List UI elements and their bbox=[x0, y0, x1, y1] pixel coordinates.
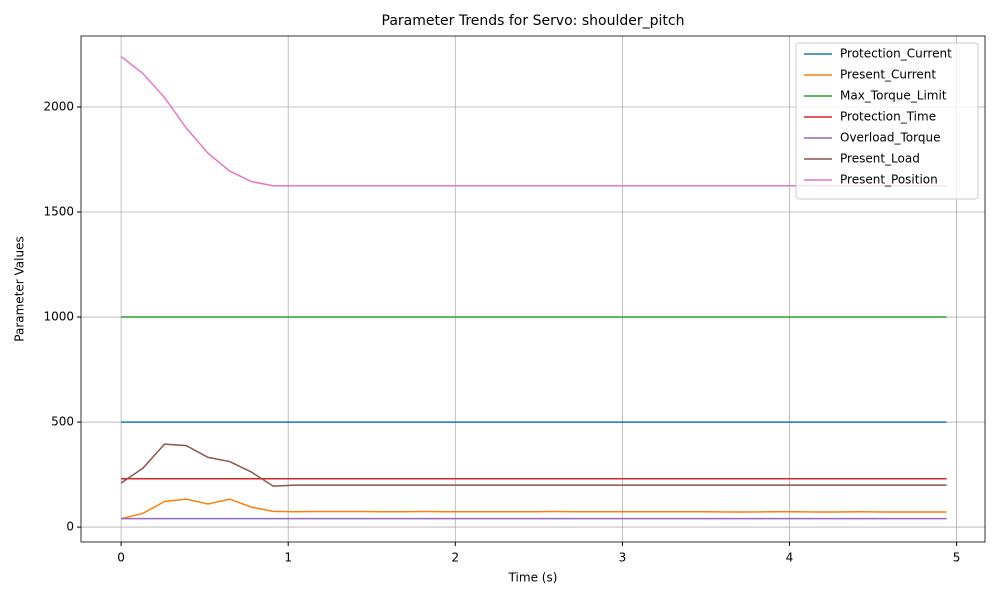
legend-label: Present_Current bbox=[840, 68, 936, 82]
plot-frame bbox=[80, 35, 986, 543]
series-line bbox=[120, 443, 947, 487]
x-axis-label: Time (s) bbox=[508, 571, 558, 585]
x-tick-label: 2 bbox=[451, 551, 459, 565]
legend-label: Protection_Time bbox=[840, 110, 936, 124]
x-tick-label: 5 bbox=[953, 551, 961, 565]
x-tick-label: 4 bbox=[786, 551, 794, 565]
y-axis-label: Parameter Values bbox=[13, 236, 27, 341]
y-tick-label: 1000 bbox=[43, 310, 74, 324]
legend: Protection_Current Present_Current Max_Tor… bbox=[795, 42, 979, 200]
y-tick-label: 500 bbox=[51, 415, 74, 429]
x-tick-label: 3 bbox=[619, 551, 627, 565]
legend-label: Present_Load bbox=[840, 152, 920, 166]
x-tick-label: 0 bbox=[117, 551, 125, 565]
legend-label: Present_Position bbox=[840, 173, 938, 187]
chart-title: Parameter Trends for Servo: shoulder_pit… bbox=[382, 13, 685, 29]
y-tick-label: 2000 bbox=[43, 99, 74, 113]
y-tick-label: 1500 bbox=[43, 205, 74, 219]
legend-label: Max_Torque_Limit bbox=[840, 89, 947, 103]
legend-label: Overload_Torque bbox=[840, 131, 940, 145]
legend-box bbox=[795, 42, 979, 200]
y-tick-label: 0 bbox=[66, 520, 74, 534]
legend-label: Protection_Current bbox=[840, 47, 952, 61]
series-line bbox=[120, 498, 947, 520]
x-tick-label: 1 bbox=[284, 551, 292, 565]
